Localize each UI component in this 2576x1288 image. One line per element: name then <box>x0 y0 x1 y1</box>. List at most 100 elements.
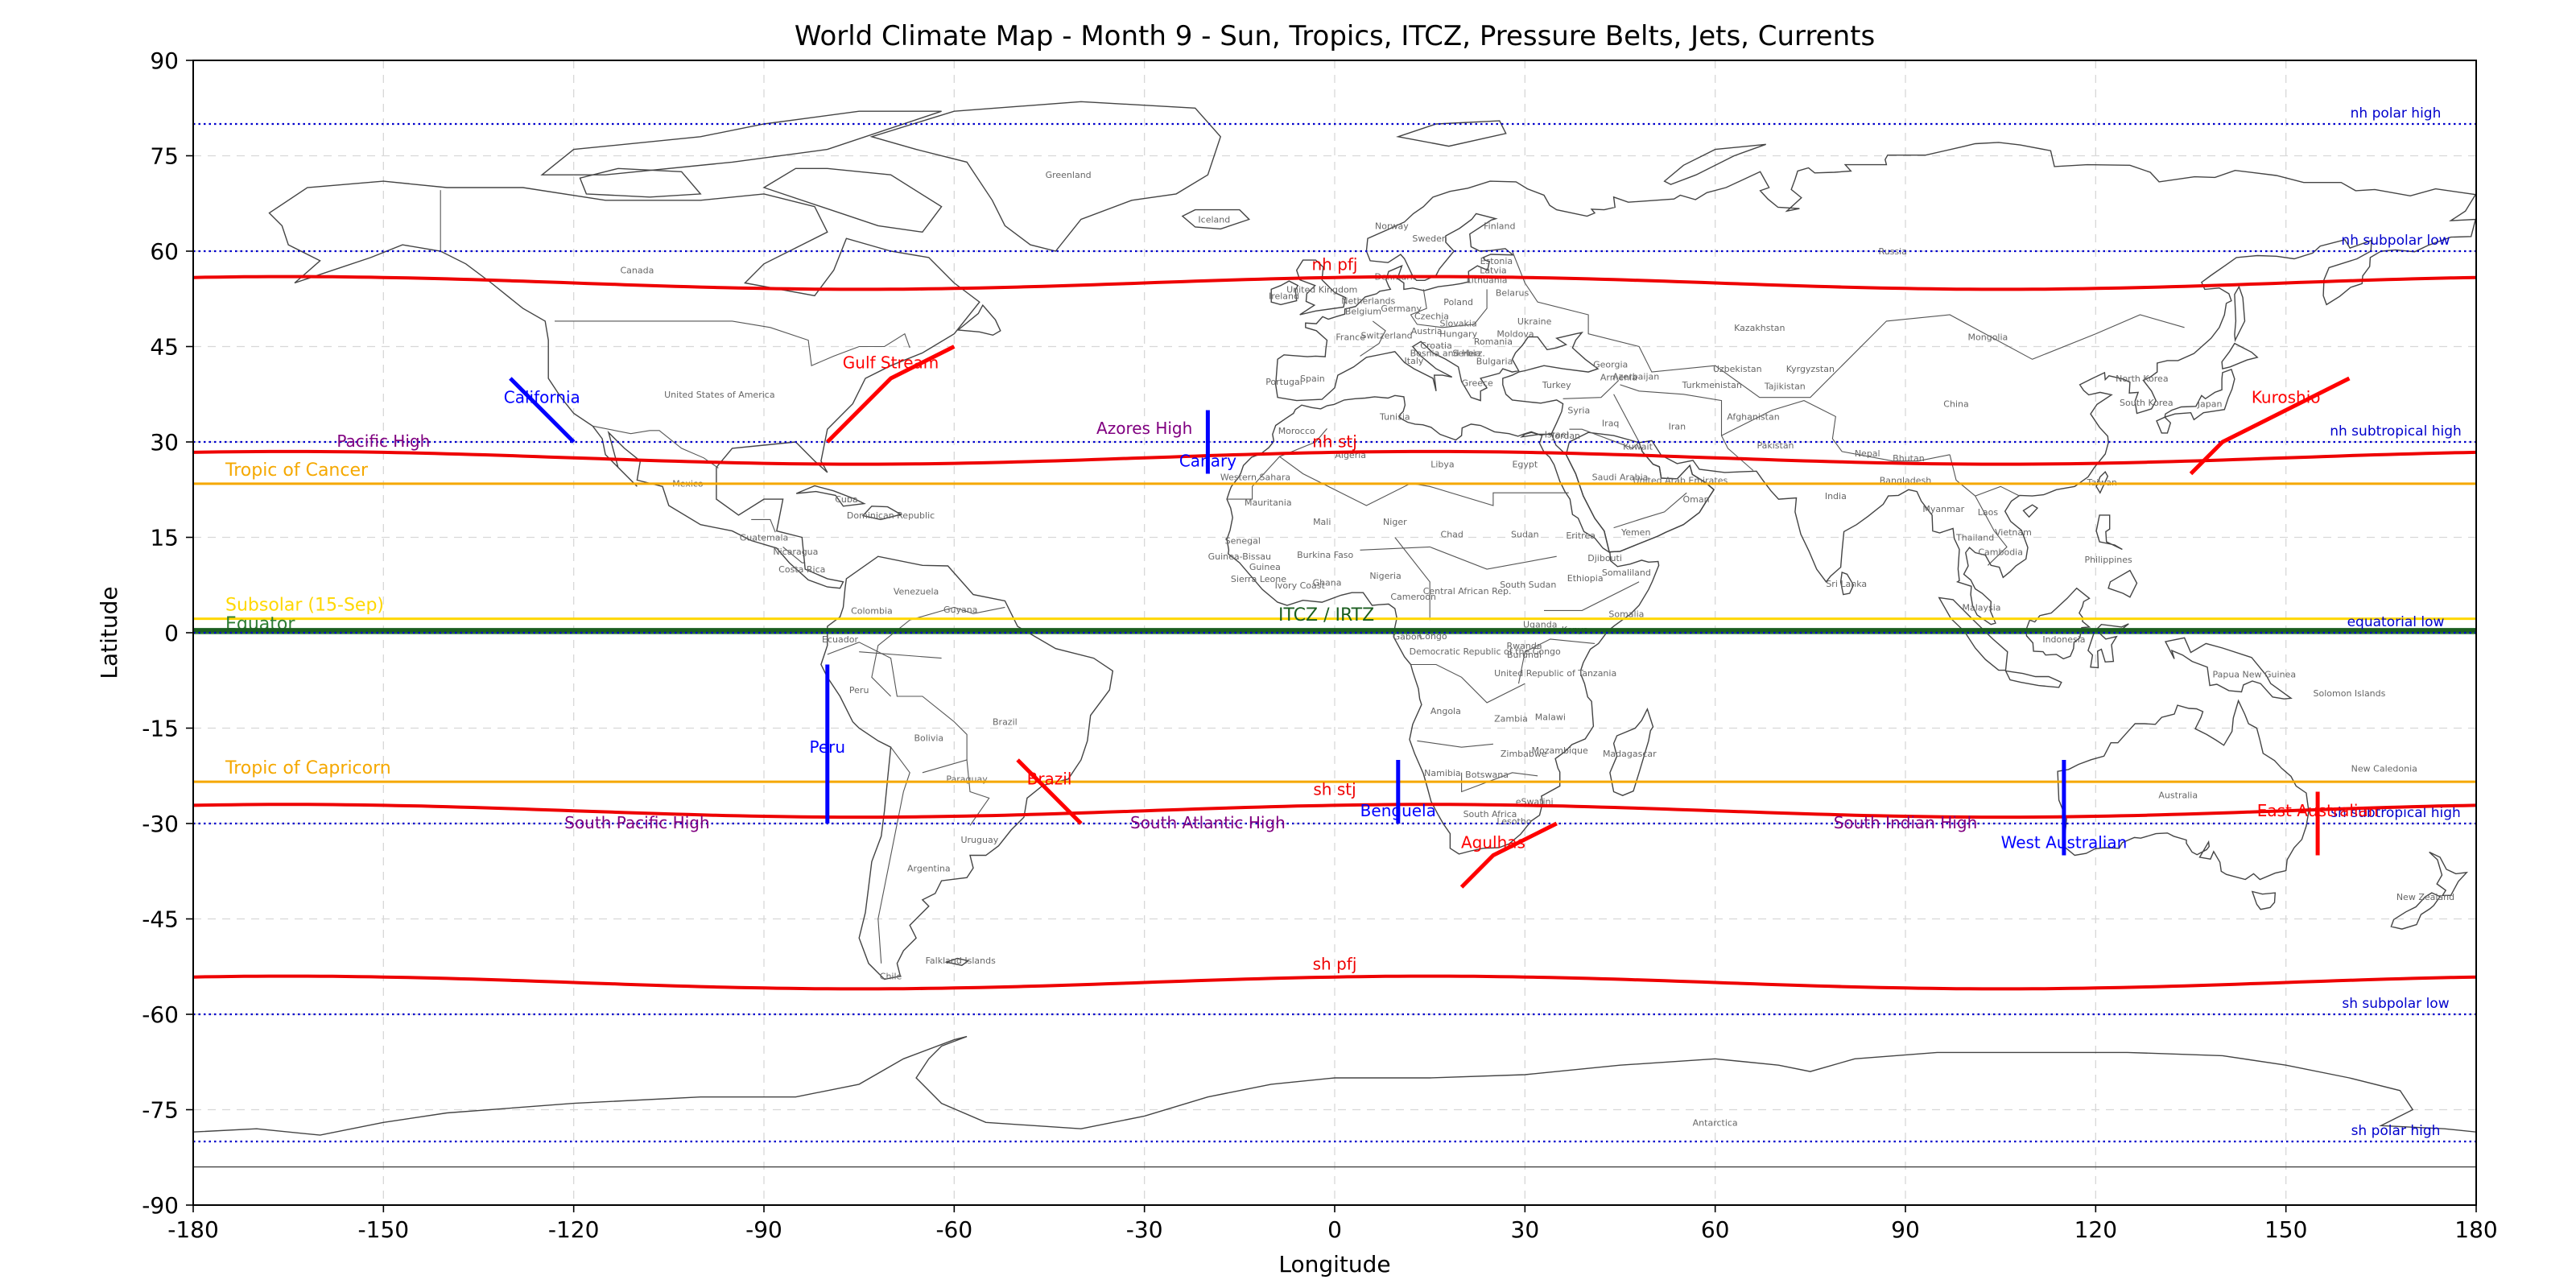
country-label-mauritania: Mauritania <box>1245 497 1292 508</box>
country-label-tajikistan: Tajikistan <box>1764 381 1806 391</box>
country-label-cambodia: Cambodia <box>1978 547 2023 558</box>
y-tick-label: -15 <box>142 716 179 742</box>
country-label-turkmenistan: Turkmenistan <box>1682 380 1742 390</box>
reference-lines-layer: Tropic of Cancer Tropic of Capricorn Subso… <box>193 460 2476 783</box>
current-label-kuroshio: Kuroshio <box>2252 388 2321 407</box>
country-label-papua-new-guinea: Papua New Guinea <box>2212 669 2296 679</box>
country-border <box>1279 456 1569 506</box>
current-label-canary: Canary <box>1179 452 1236 471</box>
y-tick-label: -90 <box>142 1192 179 1219</box>
landmass-newfoundland <box>956 303 1001 336</box>
country-label-slovakia: Slovakia <box>1440 318 1477 328</box>
country-label-czechia: Czechia <box>1414 312 1449 322</box>
country-label-sudan: Sudan <box>1511 530 1539 540</box>
country-label-romania: Romania <box>1474 336 1513 347</box>
country-label-syria: Syria <box>1567 406 1590 416</box>
country-label-bulgaria: Bulgaria <box>1476 357 1513 367</box>
current-california <box>509 377 576 444</box>
country-label-georgia: Georgia <box>1593 360 1628 370</box>
current-agulhas <box>1459 821 1558 889</box>
x-tick-label: -30 <box>1126 1216 1163 1243</box>
country-border <box>922 759 990 826</box>
country-label-senegal: Senegal <box>1225 535 1261 546</box>
jet-stream-sh-stj <box>192 803 2477 819</box>
country-label-zambia: Zambia <box>1494 714 1528 724</box>
country-label-yemen: Yemen <box>1620 527 1651 538</box>
country-label-gabon: Gabon <box>1393 632 1422 642</box>
pressure-belt-label-sh-polar-high: sh polar high <box>2351 1123 2441 1139</box>
pressure-center-azores-high: Azores High <box>1096 419 1192 438</box>
country-label-new-caledonia: New Caledonia <box>2351 763 2417 774</box>
pressure-belts-layer: nh polar high nh subpolar low nh subtropic… <box>193 105 2476 1143</box>
country-border <box>1227 428 1327 500</box>
country-label-tunisia: Tunisia <box>1379 411 1410 422</box>
country-label-malawi: Malawi <box>1535 712 1566 722</box>
landmass-australia <box>2057 699 2310 881</box>
country-label-cameroon: Cameroon <box>1390 592 1436 602</box>
landmass-philippines-luzon <box>2095 514 2123 551</box>
y-tick-label: 90 <box>150 47 179 74</box>
pressure-belt-label-sh-subpolar-low: sh subpolar low <box>2342 996 2449 1012</box>
landmass-cuba <box>795 485 866 507</box>
country-border <box>859 651 942 659</box>
current-kuroshio <box>2189 376 2351 476</box>
landmass-taiwan <box>2095 470 2109 494</box>
pressure-centers-layer: Pacific High Azores High South Pacific Hig… <box>336 419 1977 832</box>
country-label-south-africa: South Africa <box>1463 809 1517 819</box>
country-label-spain: Spain <box>1300 374 1325 384</box>
country-label-united-republic-of-tanzania: United Republic of Tanzania <box>1494 668 1616 679</box>
y-tick-label: 60 <box>150 238 179 265</box>
current-label-california: California <box>504 388 580 407</box>
landmass-baffin <box>762 167 943 233</box>
jet-stream-nh-stj <box>192 449 2477 466</box>
current-label-brazil: Brazil <box>1027 770 1072 789</box>
country-label-morocco: Morocco <box>1278 426 1315 436</box>
landmass-greenland <box>869 101 1221 252</box>
country-label-ukraine: Ukraine <box>1517 316 1552 327</box>
landmass-arctic-islands <box>540 110 942 175</box>
landmass-borneo <box>2025 587 2091 660</box>
pressure-belt-label-equatorial-low: equatorial low <box>2347 614 2445 630</box>
country-label-austria: Austria <box>1411 326 1443 336</box>
country-label-western-sahara: Western Sahara <box>1220 472 1290 482</box>
country-label-kyrgyzstan: Kyrgyzstan <box>1786 364 1835 374</box>
country-border <box>827 642 968 760</box>
landmass-arabian-peninsula-filler <box>1565 431 1715 553</box>
country-border <box>1544 581 1640 611</box>
country-label-uruguay: Uruguay <box>960 835 998 845</box>
country-label-poland: Poland <box>1443 297 1473 308</box>
pressure-belt-label-nh-subpolar-low: nh subpolar low <box>2341 233 2450 249</box>
country-label-japan: Japan <box>2197 399 2223 410</box>
landmass-novaya-zemlya <box>1663 143 1766 185</box>
ocean-currents-layer: California Gulf Stream Canary Kuroshio Peru B… <box>504 345 2378 889</box>
country-label-eritrea: Eritrea <box>1566 530 1596 541</box>
country-border <box>877 746 910 964</box>
country-label-malaysia: Malaysia <box>1962 602 2000 613</box>
landmass-new-zealand-south <box>2390 892 2442 930</box>
country-label-falkland-islands: Falkland Islands <box>926 956 996 966</box>
country-label-somaliland: Somaliland <box>1602 568 1651 578</box>
country-label-paraguay: Paraguay <box>946 774 988 785</box>
landmass-hispaniola <box>861 506 903 521</box>
country-border <box>1394 537 1430 621</box>
country-border <box>1410 289 1488 328</box>
pressure-center-south-atlantic-high: South Atlantic High <box>1130 813 1286 832</box>
country-border <box>1569 394 1640 449</box>
country-label-norway: Norway <box>1375 221 1409 231</box>
x-tick-label: 90 <box>1891 1216 1920 1243</box>
landmass-antarctica <box>192 1035 2477 1168</box>
country-label-bhutan: Bhutan <box>1893 453 1925 464</box>
country-label-madagascar: Madagascar <box>1603 749 1657 759</box>
country-border <box>871 606 1005 697</box>
country-label-chile: Chile <box>880 972 902 982</box>
country-label-myanmar: Myanmar <box>1922 504 1964 514</box>
current-gulf-stream <box>826 345 956 444</box>
country-label-serbia: Serbia <box>1452 348 1480 358</box>
landmass-great-britain <box>1295 259 1347 316</box>
country-label-pakistan: Pakistan <box>1757 440 1794 451</box>
reference-label-itcz-irtz: ITCZ / IRTZ <box>1278 605 1374 625</box>
landmass-iceland <box>1181 208 1250 230</box>
country-label-germany: Germany <box>1381 303 1422 314</box>
country-label-botswana: Botswana <box>1465 770 1509 780</box>
country-label-colombia: Colombia <box>851 605 893 616</box>
